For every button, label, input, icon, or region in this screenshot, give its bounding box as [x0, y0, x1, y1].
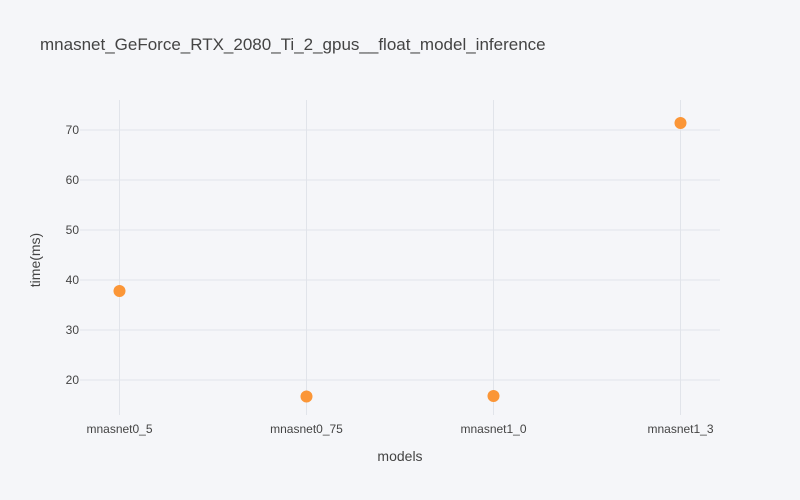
y-tick-label: 20 — [66, 373, 80, 387]
data-point — [674, 117, 687, 129]
data-point — [113, 285, 126, 297]
y-axis-ticks: 20 30 40 50 60 70 — [66, 123, 80, 387]
x-axis-ticks: mnasnet0_5 mnasnet0_75 mnasnet1_0 mnasnet1_… — [86, 422, 713, 436]
y-tick-label: 60 — [66, 173, 80, 187]
y-tick-label: 30 — [66, 323, 80, 337]
x-axis-title: models — [377, 448, 422, 464]
data-points — [113, 117, 687, 403]
grid — [80, 100, 720, 415]
x-tick-label: mnasnet1_0 — [460, 422, 526, 436]
data-point — [300, 390, 313, 403]
chart-title: mnasnet_GeForce_RTX_2080_Ti_2_gpus__floa… — [40, 35, 546, 54]
x-tick-label: mnasnet0_5 — [86, 422, 152, 436]
y-tick-label: 50 — [66, 223, 80, 237]
data-point — [487, 390, 500, 402]
x-tick-label: mnasnet1_3 — [647, 422, 713, 436]
y-axis-title: time(ms) — [27, 233, 43, 287]
y-tick-label: 40 — [66, 273, 80, 287]
y-tick-label: 70 — [66, 123, 80, 137]
x-tick-label: mnasnet0_75 — [270, 422, 343, 436]
